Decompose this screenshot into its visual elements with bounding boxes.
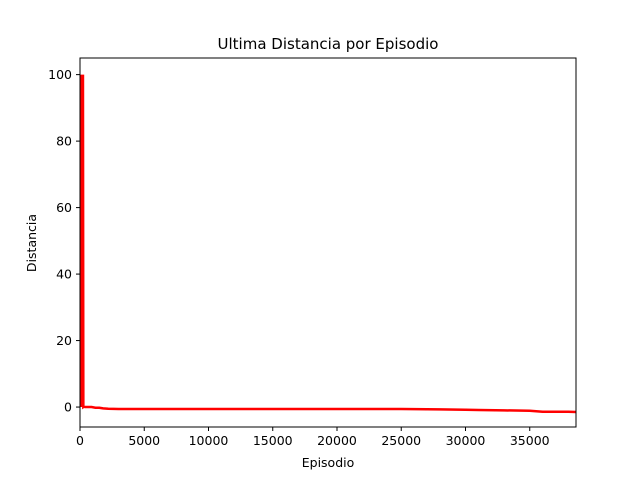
plot-area	[80, 74, 576, 414]
plot-frame	[79, 57, 577, 428]
y-tick-label: 40	[56, 267, 72, 282]
x-axis: 0 5000 10000 15000 20000 25000 30000 35000	[76, 427, 550, 448]
x-tick-label: 30000	[446, 433, 486, 448]
series-line	[80, 74, 576, 414]
x-tick-label: 35000	[510, 433, 550, 448]
y-axis: 0 20 40 60 80 100	[48, 67, 80, 415]
x-axis-label: Episodio	[302, 455, 355, 470]
y-axis-label: Distancia	[24, 214, 39, 272]
y-tick-label: 80	[56, 134, 72, 149]
y-tick-label: 60	[56, 200, 72, 215]
x-tick-label: 10000	[189, 433, 229, 448]
y-tick-label: 20	[56, 333, 72, 348]
x-tick-label: 15000	[253, 433, 293, 448]
x-tick-label: 20000	[317, 433, 357, 448]
chart-title: Ultima Distancia por Episodio	[218, 35, 439, 53]
x-tick-label: 0	[76, 433, 84, 448]
y-tick-label: 100	[48, 67, 72, 82]
x-tick-label: 5000	[128, 433, 160, 448]
y-tick-label: 0	[64, 400, 72, 415]
x-tick-label: 25000	[381, 433, 421, 448]
